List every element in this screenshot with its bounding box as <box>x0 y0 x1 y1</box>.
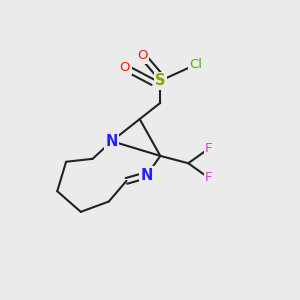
Text: N: N <box>106 134 118 149</box>
Text: Cl: Cl <box>189 58 202 71</box>
Text: S: S <box>155 73 166 88</box>
Text: F: F <box>205 142 213 155</box>
Text: F: F <box>205 172 213 184</box>
Text: N: N <box>141 167 153 182</box>
Text: O: O <box>137 49 148 62</box>
Text: O: O <box>120 61 130 74</box>
